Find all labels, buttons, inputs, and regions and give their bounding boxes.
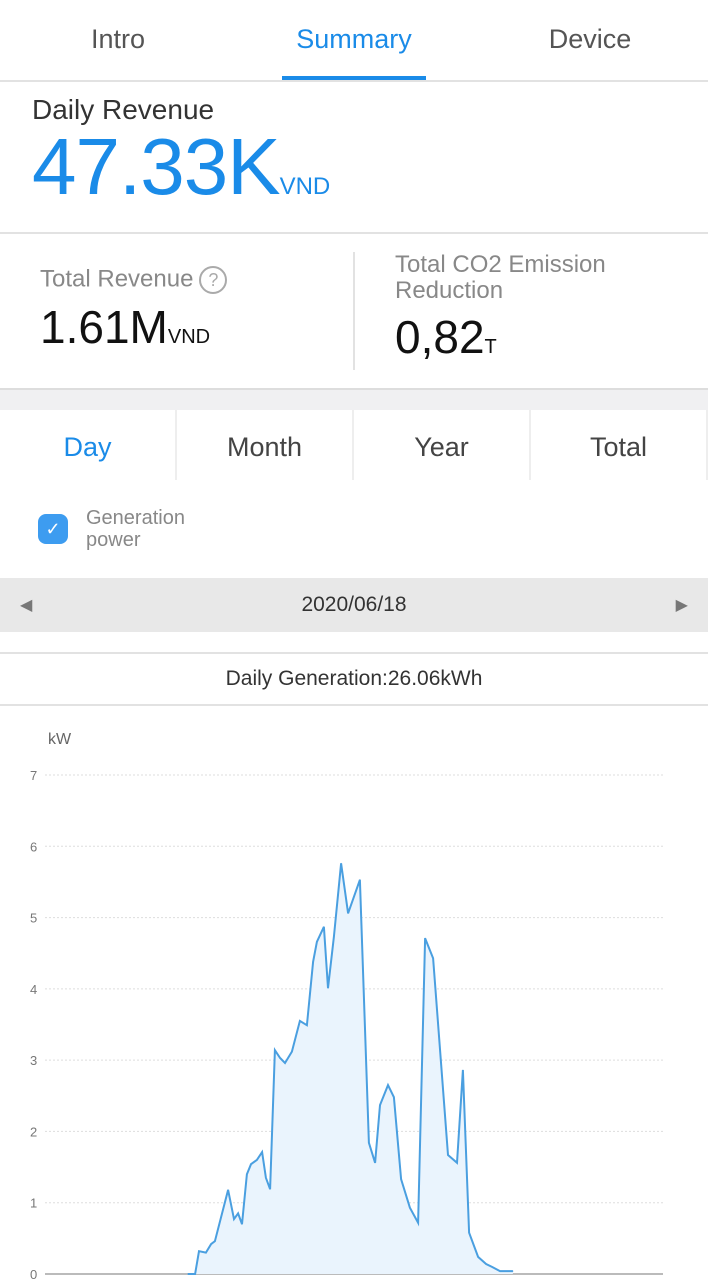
top-tabs: Intro Summary Device (0, 0, 708, 82)
data-point (198, 1250, 200, 1252)
data-point (299, 1020, 301, 1022)
co2-value: 0,82 (395, 311, 485, 363)
data-point (512, 1270, 514, 1272)
data-point (194, 1273, 196, 1275)
data-point (333, 936, 335, 938)
data-point (312, 961, 314, 963)
y-tick-label: 4 (30, 982, 37, 997)
data-point (424, 937, 426, 939)
tab-intro[interactable]: Intro (90, 24, 146, 54)
data-point (265, 1177, 267, 1179)
y-tick-label: 3 (30, 1053, 37, 1068)
data-point (393, 1096, 395, 1098)
data-point (316, 941, 318, 943)
total-revenue-label: Total Revenue (40, 265, 194, 293)
y-tick-label: 1 (30, 1196, 37, 1211)
totals-row: Total Revenue? 1.61MVND Total CO2 Emissi… (0, 234, 708, 390)
triangle-right-icon[interactable]: ▶ (675, 597, 688, 614)
date-value[interactable]: 2020/06/18 (301, 593, 407, 616)
legend: ✓ Generation power (0, 480, 708, 578)
area-fill (187, 863, 513, 1274)
data-point (241, 1223, 243, 1225)
section-gap (0, 390, 708, 410)
total-revenue-value: 1.61M (40, 301, 168, 353)
daily-revenue-value: 47.33K (32, 122, 281, 211)
generation-chart: kW 0 1 2 3 4 5 6 7 (30, 731, 663, 1280)
data-point (485, 1263, 487, 1265)
data-point (499, 1270, 501, 1272)
period-month[interactable]: Month (177, 410, 354, 480)
data-point (246, 1173, 248, 1175)
y-axis-label: kW (48, 731, 72, 748)
y-tick-label: 2 (30, 1124, 37, 1139)
data-point (291, 1051, 293, 1053)
y-tick-label: 6 (30, 839, 37, 854)
y-tick-label: 7 (30, 768, 37, 783)
data-point (284, 1062, 286, 1064)
co2-reduction: Total CO2 Emission Reduction 0,82T (353, 252, 708, 370)
data-point (409, 1207, 411, 1209)
daily-revenue-unit: VND (279, 173, 331, 200)
data-point (250, 1163, 252, 1165)
y-tick-label: 0 (30, 1267, 37, 1280)
data-point (210, 1243, 212, 1245)
daily-generation: Daily Generation:26.06kWh (0, 652, 708, 706)
data-point (256, 1159, 258, 1161)
data-point (432, 957, 434, 959)
data-point (279, 1057, 281, 1059)
legend-label: Generation power (86, 507, 185, 551)
question-circle-icon[interactable]: ? (199, 266, 228, 294)
data-point (269, 1188, 271, 1190)
data-point (306, 1024, 308, 1026)
period-year[interactable]: Year (354, 410, 531, 480)
data-point (340, 862, 342, 864)
data-point (462, 1069, 464, 1071)
data-point (205, 1252, 207, 1254)
data-point (456, 1162, 458, 1164)
data-point (368, 1142, 370, 1144)
active-tab-indicator (282, 76, 426, 80)
data-point (417, 1222, 419, 1224)
data-point (327, 987, 329, 989)
tab-device[interactable]: Device (548, 24, 632, 54)
y-tick-label: 5 (30, 911, 37, 926)
data-point (491, 1266, 493, 1268)
data-point (374, 1162, 376, 1164)
data-point (261, 1151, 263, 1153)
data-point (214, 1240, 216, 1242)
data-point (359, 879, 361, 881)
data-point (400, 1178, 402, 1180)
period-total[interactable]: Total (531, 410, 708, 480)
total-revenue-unit: VND (167, 326, 211, 348)
daily-revenue-label: Daily Revenue (32, 94, 215, 125)
data-point (447, 1154, 449, 1156)
total-revenue: Total Revenue? 1.61MVND (0, 234, 353, 388)
data-point (468, 1232, 470, 1234)
triangle-left-icon[interactable]: ◀ (20, 597, 33, 614)
co2-unit: T (484, 336, 497, 358)
data-point (379, 1104, 381, 1106)
data-point (233, 1218, 235, 1220)
data-point (323, 926, 325, 928)
data-point (227, 1189, 229, 1191)
tab-summary[interactable]: Summary (296, 24, 412, 54)
data-point (187, 1273, 189, 1275)
period-tabs: Day Month Year Total (0, 410, 708, 480)
data-point (347, 912, 349, 914)
checkbox-checked-icon[interactable]: ✓ (38, 514, 68, 544)
data-point (237, 1212, 239, 1214)
co2-label: Total CO2 Emission Reduction (395, 251, 606, 304)
data-point (477, 1256, 479, 1258)
data-point (387, 1084, 389, 1086)
data-point (274, 1049, 276, 1051)
period-day[interactable]: Day (0, 410, 177, 480)
daily-revenue-card: Daily Revenue 47.33KVND (0, 82, 708, 234)
date-navigator: ◀ 2020/06/18 ▶ (0, 578, 708, 632)
